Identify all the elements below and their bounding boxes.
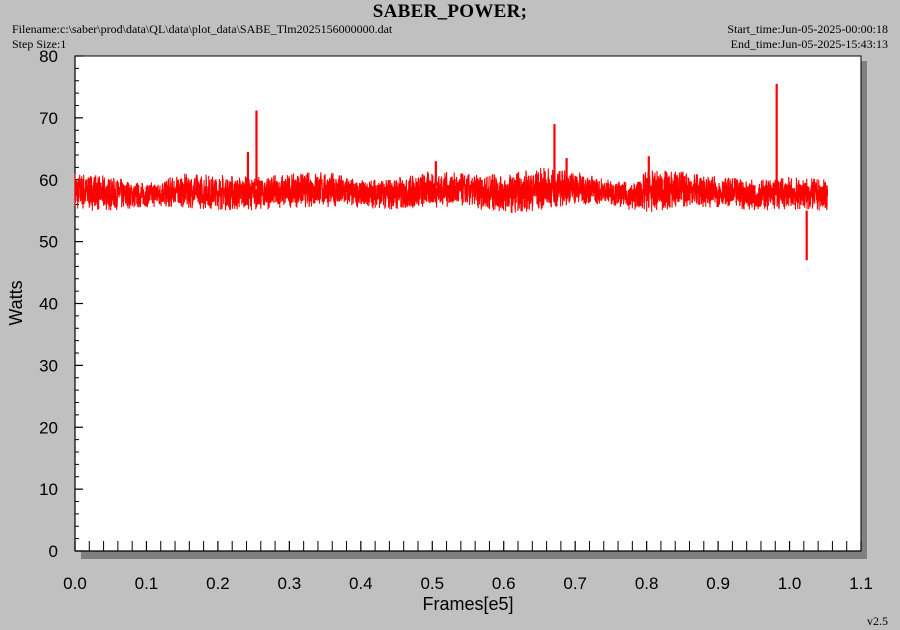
- x-tick-label: 0.4: [349, 574, 373, 593]
- plot-area: [74, 55, 862, 552]
- y-tick-label: 70: [39, 109, 58, 128]
- step-size-label: Step Size:1: [12, 37, 67, 51]
- start-time-label: Start_time:Jun-05-2025-00:00:18: [727, 22, 888, 36]
- x-tick-label: 1.0: [778, 574, 802, 593]
- y-tick-label: 40: [39, 295, 58, 314]
- y-tick-label: 10: [39, 480, 58, 499]
- end-time-label: End_time:Jun-05-2025-15:43:13: [730, 37, 888, 51]
- series-group: [74, 83, 828, 261]
- y-tick-label: 60: [39, 171, 58, 190]
- filename-label: Filename:c:\saber\prod\data\QL\data\plot…: [12, 22, 393, 36]
- y-axis-title: Watts: [6, 280, 26, 325]
- axis-tick-labels: 0.0 0.1 0.2 0.3 0.4 0.5 0.6 0.7 0.8 0.9 1.0 1.1 0 10 2…: [39, 47, 873, 593]
- y-tick-label: 0: [49, 542, 58, 561]
- x-tick-label: 0.1: [135, 574, 159, 593]
- x-tick-label: 0.9: [706, 574, 730, 593]
- x-axis-title: Frames[e5]: [422, 594, 513, 614]
- x-tick-label: 0.0: [63, 574, 87, 593]
- version-label: v2.5: [867, 614, 888, 628]
- y-tick-label: 30: [39, 356, 58, 375]
- x-tick-label: 0.3: [278, 574, 302, 593]
- x-tick-label: 0.8: [635, 574, 659, 593]
- y-tick-label: 50: [39, 233, 58, 252]
- x-tick-label: 0.2: [206, 574, 230, 593]
- y-tick-label: 20: [39, 418, 58, 437]
- x-tick-label: 0.5: [420, 574, 444, 593]
- y-tick-label: 80: [39, 47, 58, 66]
- x-tick-label: 1.1: [849, 574, 873, 593]
- series-line: [74, 167, 828, 214]
- chart-title: SABER_POWER;: [372, 1, 528, 22]
- x-tick-label: 0.6: [492, 574, 516, 593]
- x-tick-label: 0.7: [563, 574, 587, 593]
